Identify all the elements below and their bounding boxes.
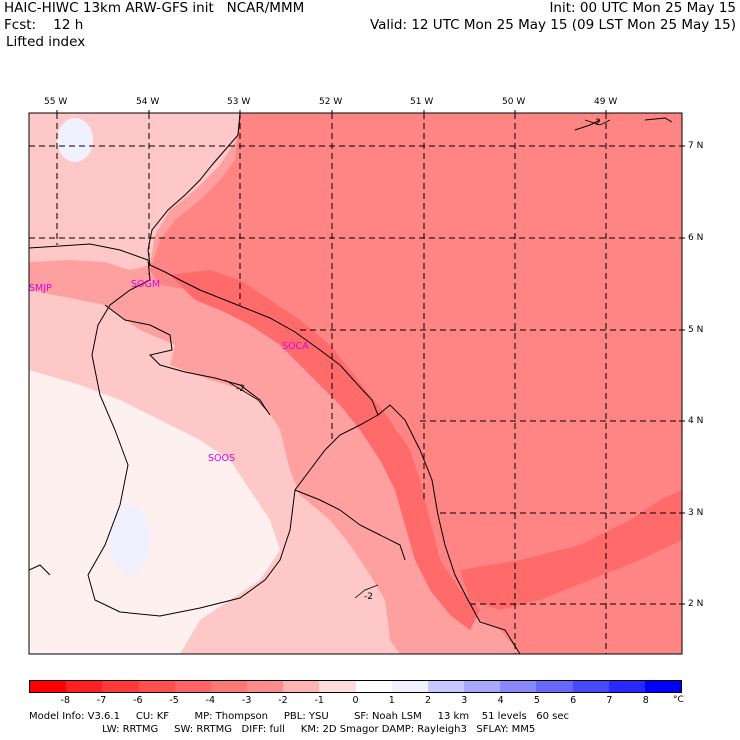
- colorbar-swatch: [500, 681, 537, 692]
- contour-line: [224, 379, 269, 413]
- colorbar-swatch: [391, 681, 428, 692]
- colorbar-swatch: [644, 681, 682, 692]
- coastline: [644, 117, 673, 123]
- lat-label: 3 N: [688, 508, 704, 518]
- colorbar-tick-label: 6: [570, 695, 577, 706]
- lon-label: 51 W: [410, 97, 434, 107]
- colorbar: [29, 680, 682, 693]
- colorbar-swatch: [355, 681, 392, 692]
- colorbar-tick-label: -7: [96, 695, 107, 706]
- colorbar-tick-label: -3: [241, 695, 252, 706]
- colorbar-swatch: [464, 681, 501, 692]
- contour-label: -2: [236, 384, 245, 394]
- lon-label: 49 W: [594, 97, 618, 107]
- border: [104, 304, 271, 416]
- border: [29, 564, 51, 576]
- shade-level-minus4-to-minus5: [460, 490, 682, 610]
- contour-line: [584, 119, 611, 126]
- colorbar-swatch: [174, 681, 211, 692]
- model-info-line1: Model Info: V3.6.1 CU: KF MP: Thompson P…: [29, 711, 569, 722]
- valid-time: Valid: 12 UTC Mon 25 May 15 (09 LST Mon …: [369, 17, 736, 33]
- lon-label: 50 W: [502, 97, 526, 107]
- colorbar-tick-label: 5: [533, 695, 540, 706]
- colorbar-tick-label: 2: [425, 695, 432, 706]
- colorbar-tick-label: -8: [60, 695, 70, 706]
- lon-label: 52 W: [319, 97, 343, 107]
- colorbar-tick-label: 1: [388, 695, 395, 706]
- contour-label: -2: [364, 592, 373, 602]
- map-frame: [28, 112, 683, 655]
- colorbar-tick-label: 8: [642, 695, 649, 706]
- colorbar-tick-label: -2: [278, 695, 288, 706]
- shade-level-minus4-to-minus5: [465, 351, 485, 365]
- lat-label: 7 N: [688, 141, 704, 151]
- border: [29, 243, 379, 617]
- lat-label: 2 N: [688, 599, 704, 609]
- colorbar-swatch: [536, 681, 573, 692]
- border: [294, 489, 406, 561]
- shade-level-minus4-to-minus5: [170, 270, 480, 630]
- colorbar-swatch: [138, 681, 175, 692]
- lat-label: 6 N: [688, 233, 704, 243]
- shade-level-minus3-to-minus4: [150, 113, 682, 654]
- colorbar-unit: °C: [673, 695, 684, 705]
- colorbar-swatch: [608, 681, 645, 692]
- forecast-label: Fcst: 12 h: [4, 17, 84, 33]
- colorbar-swatch: [210, 681, 248, 692]
- colorbar-tick-label: -4: [205, 695, 216, 706]
- coastline: [147, 113, 521, 654]
- shade-level-minus4-to-minus5: [341, 260, 369, 280]
- lat-label: 4 N: [688, 416, 704, 426]
- shade-level-minus4-to-minus5: [278, 163, 322, 187]
- shade-level-0-to-1: [110, 505, 150, 575]
- colorbar-tick-label: -6: [133, 695, 143, 706]
- contour-line: [354, 584, 379, 599]
- station-label: SMJP: [29, 283, 52, 294]
- contour-label: -2: [592, 118, 601, 128]
- colorbar-tick-label: -5: [169, 695, 179, 706]
- coastline: [574, 119, 601, 131]
- colorbar-swatch: [30, 681, 67, 692]
- station-label: SOGM: [131, 279, 161, 290]
- colorbar-swatch: [66, 681, 103, 692]
- field-name: Lifted index: [6, 34, 86, 50]
- lon-label: 54 W: [136, 97, 160, 107]
- colorbar-swatch: [102, 681, 139, 692]
- model-title: HAIC-HIWC 13km ARW-GFS init NCAR/MMM: [4, 0, 305, 16]
- lat-label: 5 N: [688, 325, 704, 335]
- colorbar-swatch: [319, 681, 356, 692]
- colorbar-tick-label: 7: [606, 695, 613, 706]
- colorbar-swatch: [283, 681, 320, 692]
- init-time: Init: 00 UTC Mon 25 May 15: [549, 0, 736, 16]
- colorbar-swatch: [572, 681, 609, 692]
- model-info-line2: LW: RRTMG SW: RRTMG DIFF: full KM: 2D Sm…: [29, 724, 536, 735]
- colorbar-tick-label: 0: [352, 695, 359, 706]
- colorbar-ticks: -8 -7 -6 -5 -4 -3 -2 -1 0 1 2 3 4 5 6 7 8: [29, 695, 682, 707]
- lon-label: 55 W: [44, 97, 68, 107]
- colorbar-swatch: [427, 681, 465, 692]
- colorbar-tick-label: -1: [314, 695, 324, 706]
- station-label: SOOS: [208, 453, 236, 464]
- lon-label: 53 W: [227, 97, 251, 107]
- colorbar-swatch: [247, 681, 284, 692]
- shade-level-0-to-minus1: [29, 370, 280, 654]
- shade-level-0-to-1: [57, 118, 93, 162]
- colorbar-tick-label: 4: [497, 695, 504, 706]
- colorbar-tick-label: 3: [461, 695, 468, 706]
- station-label: SOCA: [282, 341, 309, 352]
